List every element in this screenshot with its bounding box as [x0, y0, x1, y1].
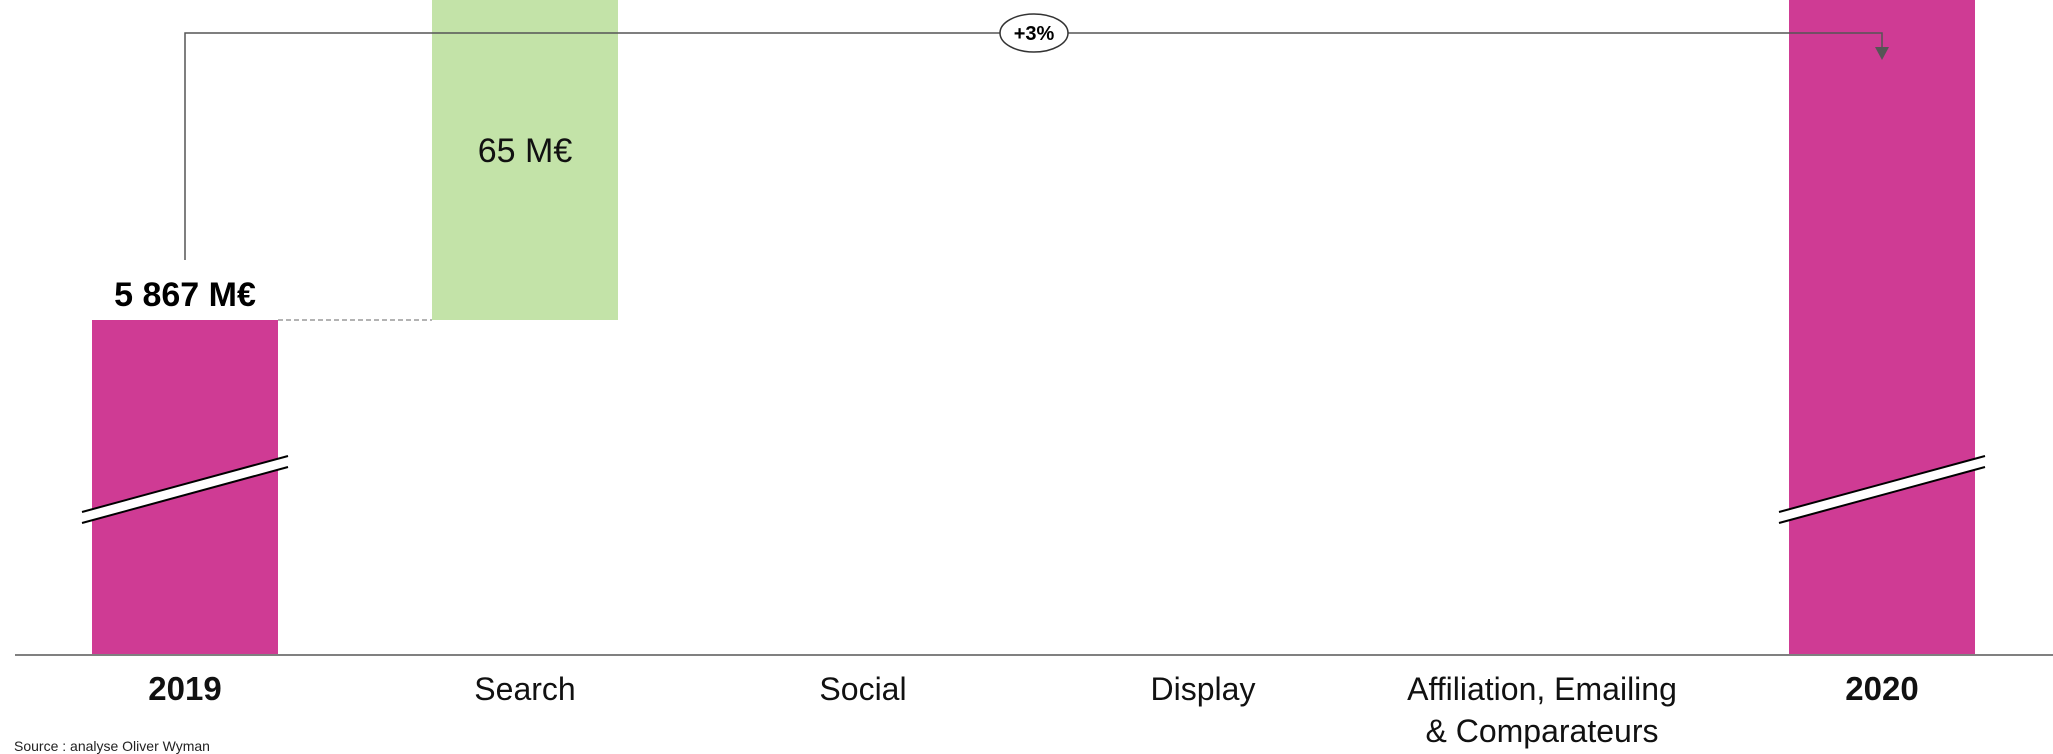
bar-2020: [1789, 0, 1975, 656]
category-label: Affiliation, Emailing & Comparateurs: [1407, 671, 1677, 749]
labels-layer: 5 867 M€65 M€106 M€25 M€53 M€6 066 M€201…: [114, 132, 1919, 749]
category-label: 2019: [148, 670, 221, 707]
category-label: 2020: [1845, 670, 1918, 707]
value-label: 5 867 M€: [114, 276, 256, 314]
connectors-layer: [278, 319, 432, 321]
value-label: 65 M€: [478, 132, 573, 170]
bars-layer: [81, 0, 1986, 656]
growth-badge: [999, 13, 1069, 53]
axis-break-mark: [81, 455, 289, 524]
category-label: Social: [819, 671, 906, 707]
source-note: Source : analyse Oliver Wyman: [14, 738, 210, 754]
axis-break-mark: [1778, 455, 1986, 524]
growth-label: +3%: [1014, 23, 1055, 45]
bar-search: [432, 0, 618, 320]
growth-indicator: +3%: [184, 13, 1889, 260]
category-label: Display: [1151, 671, 1256, 707]
category-label: Search: [474, 671, 575, 707]
arrow-down-icon: [1875, 47, 1889, 60]
